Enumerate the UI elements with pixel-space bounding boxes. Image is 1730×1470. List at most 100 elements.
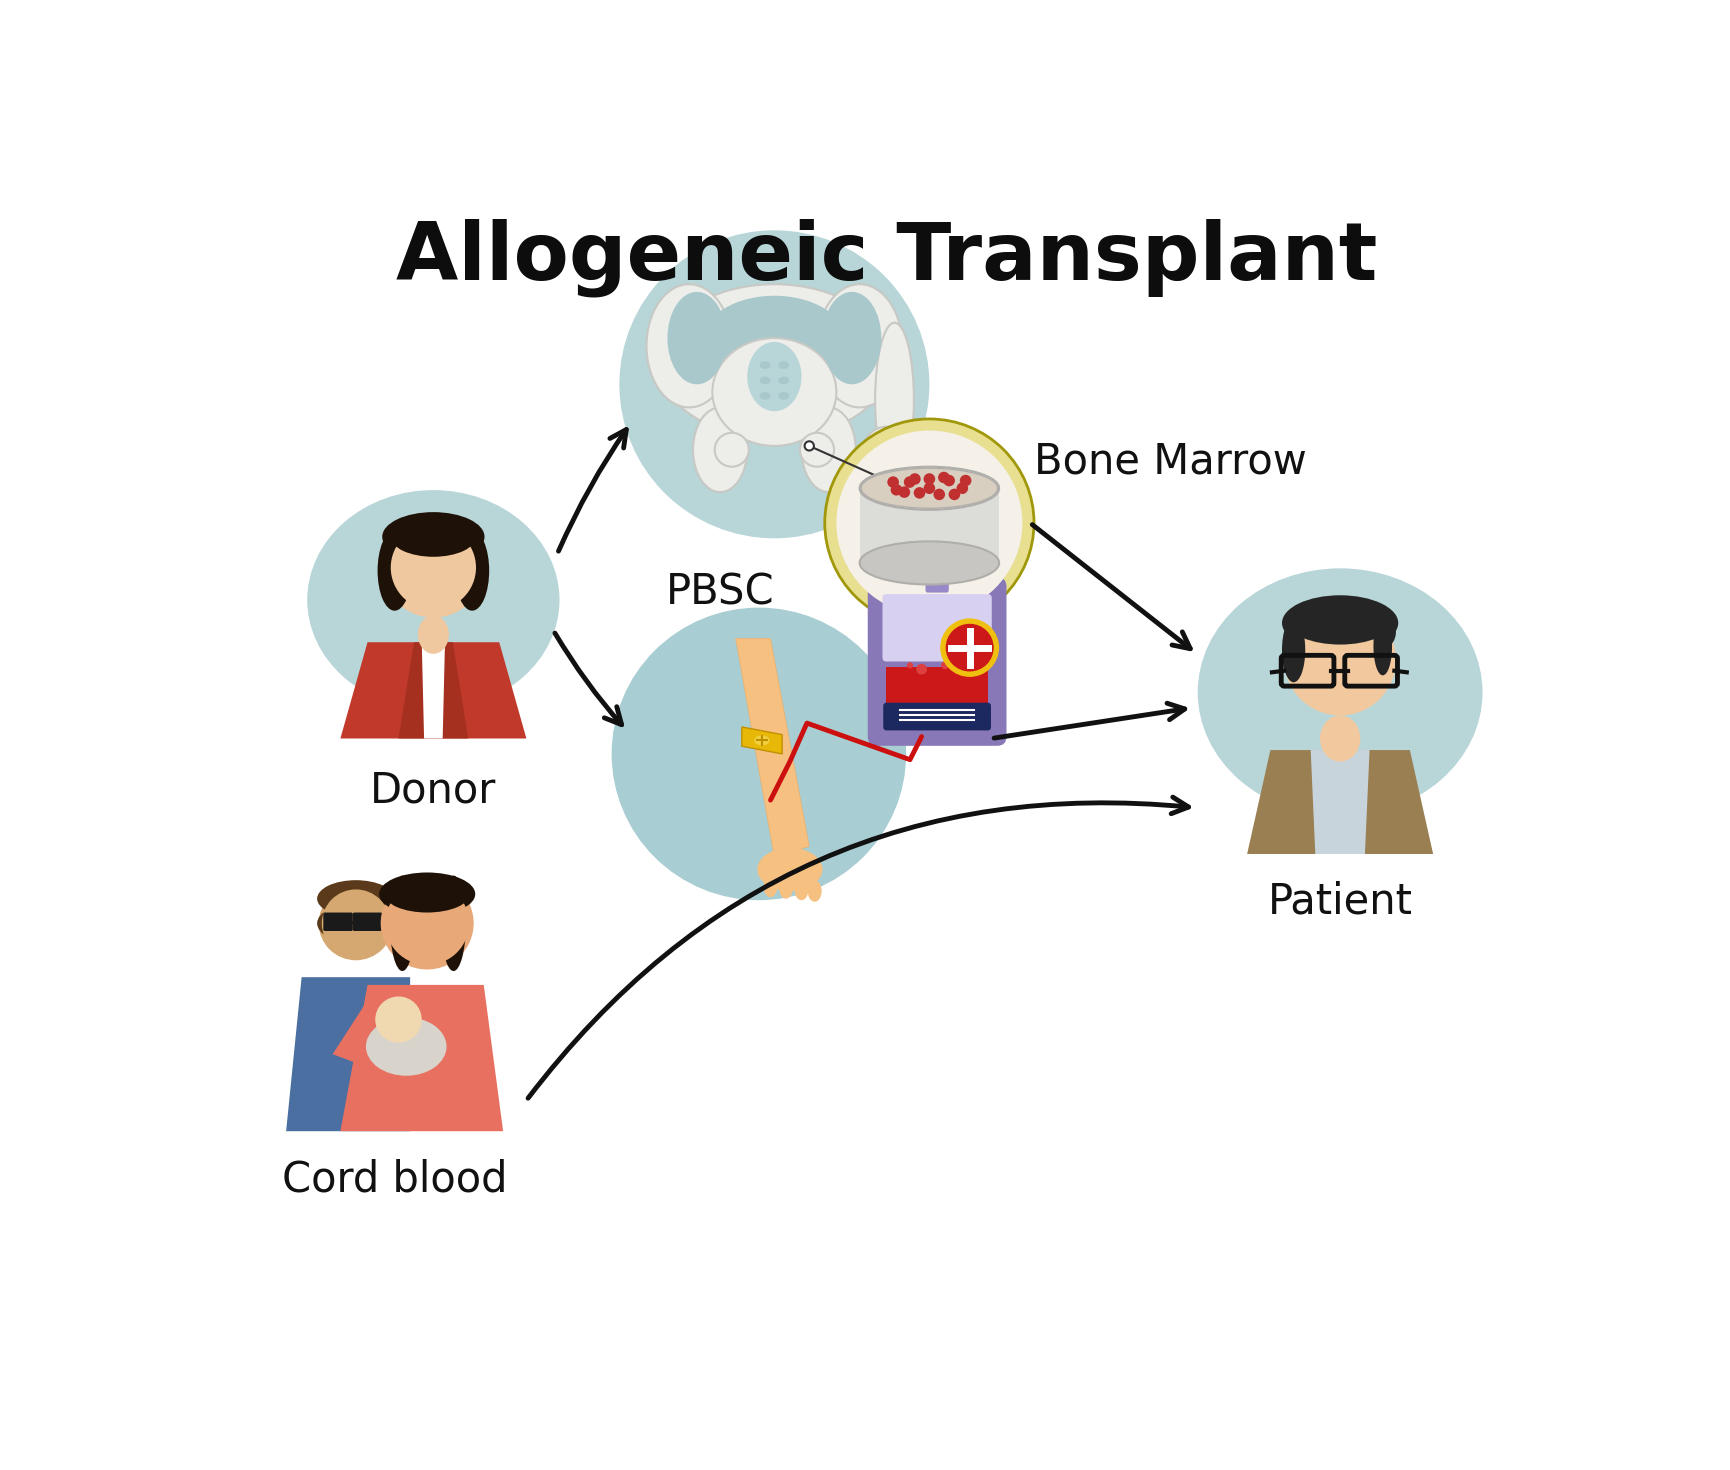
Circle shape (375, 997, 422, 1042)
Circle shape (391, 525, 476, 610)
Ellipse shape (778, 392, 789, 400)
Polygon shape (341, 985, 503, 1132)
Ellipse shape (1292, 607, 1370, 676)
Text: Cord blood: Cord blood (282, 1158, 507, 1200)
Ellipse shape (668, 293, 727, 384)
Text: Bone Marrow: Bone Marrow (1033, 441, 1306, 482)
Circle shape (903, 476, 915, 488)
Ellipse shape (704, 295, 844, 381)
Polygon shape (735, 638, 810, 858)
Circle shape (939, 619, 998, 676)
FancyBboxPatch shape (926, 570, 948, 592)
Circle shape (1289, 609, 1391, 711)
Circle shape (924, 482, 934, 494)
Ellipse shape (758, 848, 822, 891)
Ellipse shape (1282, 617, 1304, 682)
Circle shape (1284, 604, 1394, 716)
Ellipse shape (657, 284, 891, 438)
Ellipse shape (692, 407, 747, 492)
Polygon shape (285, 978, 410, 1132)
FancyArrowPatch shape (559, 429, 626, 551)
Ellipse shape (759, 392, 770, 400)
Circle shape (823, 419, 1033, 626)
Circle shape (945, 623, 993, 672)
Polygon shape (860, 488, 998, 563)
Ellipse shape (860, 541, 998, 585)
Ellipse shape (384, 876, 469, 913)
Circle shape (382, 517, 483, 617)
Circle shape (938, 472, 950, 484)
Text: Allogeneic Transplant: Allogeneic Transplant (396, 219, 1377, 297)
FancyBboxPatch shape (882, 594, 991, 662)
Ellipse shape (754, 735, 770, 745)
Polygon shape (332, 1000, 426, 1078)
Circle shape (381, 878, 474, 970)
Ellipse shape (1282, 595, 1398, 651)
Circle shape (318, 886, 393, 960)
Ellipse shape (1197, 569, 1481, 816)
Circle shape (887, 476, 898, 488)
Ellipse shape (778, 376, 789, 384)
Ellipse shape (317, 903, 394, 944)
FancyBboxPatch shape (867, 578, 1005, 745)
Circle shape (898, 487, 910, 498)
FancyArrowPatch shape (1031, 525, 1190, 648)
Polygon shape (422, 642, 445, 738)
Circle shape (891, 484, 901, 495)
FancyArrowPatch shape (528, 797, 1189, 1098)
Circle shape (322, 889, 389, 957)
Ellipse shape (822, 293, 881, 384)
Ellipse shape (817, 284, 901, 407)
Circle shape (863, 426, 910, 473)
Ellipse shape (417, 616, 448, 654)
Ellipse shape (1372, 617, 1391, 675)
Polygon shape (742, 728, 782, 754)
Text: PBSC: PBSC (666, 572, 773, 613)
Ellipse shape (778, 878, 792, 898)
Circle shape (907, 663, 912, 669)
Ellipse shape (747, 343, 801, 412)
Ellipse shape (759, 362, 770, 369)
FancyBboxPatch shape (324, 913, 353, 931)
Polygon shape (398, 642, 469, 738)
Circle shape (611, 607, 905, 900)
Ellipse shape (441, 876, 465, 972)
Circle shape (941, 662, 948, 669)
Circle shape (943, 475, 955, 487)
Polygon shape (341, 642, 526, 738)
Circle shape (913, 487, 926, 498)
Ellipse shape (778, 362, 789, 369)
Ellipse shape (1320, 716, 1360, 761)
Ellipse shape (365, 1017, 446, 1076)
Ellipse shape (763, 876, 777, 897)
Circle shape (619, 231, 929, 538)
Ellipse shape (794, 879, 808, 900)
Circle shape (924, 473, 934, 485)
Circle shape (836, 431, 1022, 616)
Ellipse shape (1287, 598, 1393, 644)
Ellipse shape (801, 407, 855, 492)
Circle shape (714, 432, 749, 466)
Bar (886, 667, 988, 710)
Ellipse shape (860, 466, 998, 510)
Circle shape (932, 488, 945, 500)
Ellipse shape (1315, 606, 1394, 659)
Text: Patient: Patient (1266, 881, 1412, 923)
FancyArrowPatch shape (555, 634, 621, 725)
Ellipse shape (808, 881, 822, 901)
Ellipse shape (759, 376, 770, 384)
Circle shape (958, 475, 971, 487)
Ellipse shape (379, 873, 476, 916)
Circle shape (908, 473, 920, 485)
Ellipse shape (382, 512, 484, 562)
Ellipse shape (306, 490, 559, 710)
Circle shape (929, 562, 945, 578)
FancyBboxPatch shape (353, 913, 382, 931)
Circle shape (799, 432, 834, 466)
Ellipse shape (455, 531, 490, 610)
Polygon shape (1246, 750, 1432, 854)
FancyBboxPatch shape (882, 703, 990, 731)
Polygon shape (1310, 750, 1368, 854)
Ellipse shape (317, 881, 394, 917)
Circle shape (386, 882, 469, 964)
